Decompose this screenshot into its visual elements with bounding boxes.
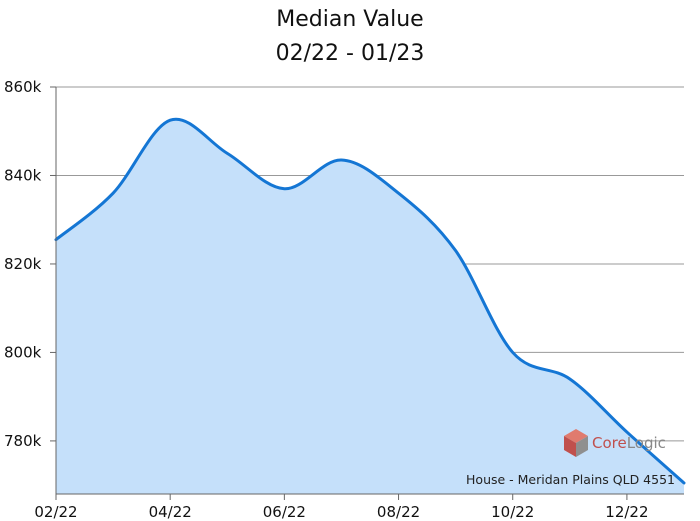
x-tick-label: 12/22 (605, 503, 648, 521)
axes (50, 86, 684, 500)
chart-annotation: House - Meridan Plains QLD 4551 (466, 472, 675, 487)
logo-core-text: Core (592, 434, 627, 452)
x-tick-label: 04/22 (149, 503, 192, 521)
area-fill (56, 119, 684, 494)
corelogic-logo-text: CoreLogic (592, 434, 666, 452)
y-tick-label: 840k (4, 166, 42, 184)
series-line (54, 117, 686, 485)
chart-subtitle: 02/22 - 01/23 (276, 41, 425, 66)
corelogic-logo: CoreLogic (564, 429, 666, 457)
x-tick-label: 10/22 (491, 503, 534, 521)
y-tick-label: 780k (4, 432, 42, 450)
logo-logic-text: Logic (627, 434, 666, 452)
x-tick-labels: 02/22 04/22 06/22 08/22 10/22 12/22 (34, 503, 648, 521)
corelogic-cube-icon (564, 429, 588, 457)
x-tick-label: 02/22 (34, 503, 77, 521)
y-tick-label: 800k (4, 343, 42, 361)
x-tick-label: 06/22 (263, 503, 306, 521)
x-tick-label: 08/22 (377, 503, 420, 521)
y-tick-label: 820k (4, 255, 42, 273)
y-tick-labels: 860k 840k 820k 800k 780k (4, 78, 42, 450)
y-tick-label: 860k (4, 78, 42, 96)
plot-area (54, 117, 686, 494)
chart-title: Median Value (276, 7, 423, 32)
